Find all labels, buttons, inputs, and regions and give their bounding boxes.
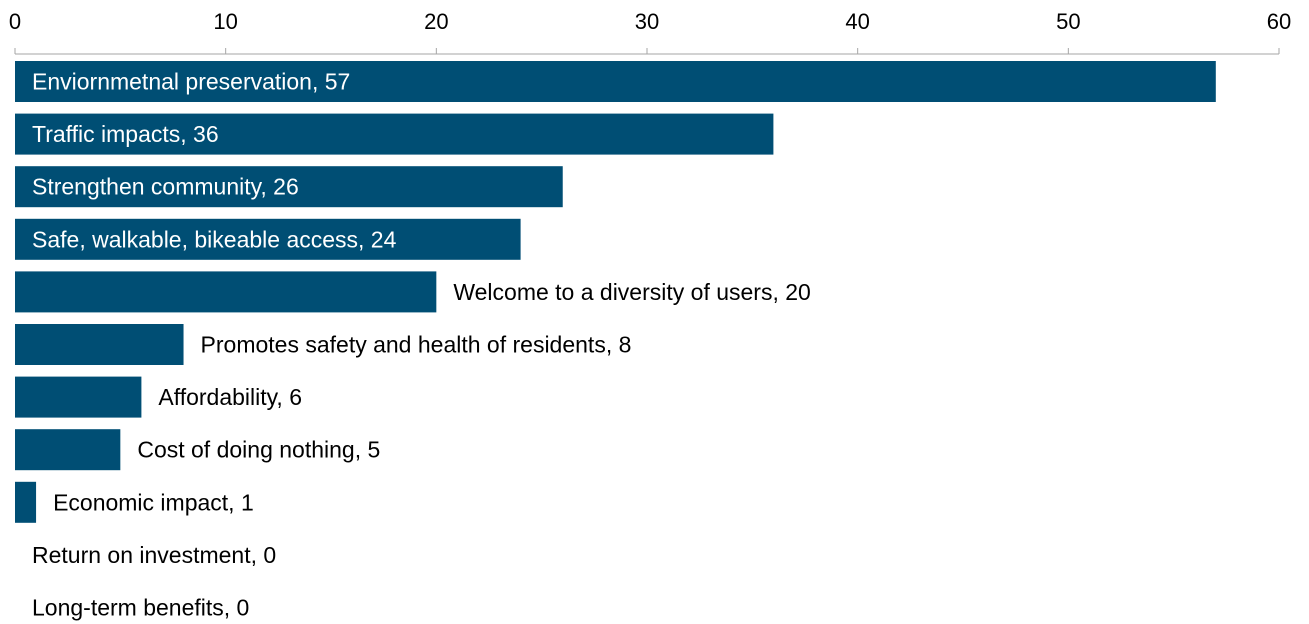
bar-data-label: Long-term benefits, 0 <box>32 595 249 621</box>
bar-data-label: Cost of doing nothing, 5 <box>137 437 380 463</box>
bar <box>15 481 37 523</box>
bars <box>15 61 1216 523</box>
x-axis-tick-label: 10 <box>213 9 237 34</box>
x-axis-tick-label: 60 <box>1267 9 1291 34</box>
bar <box>15 61 1216 102</box>
bar-data-label: Strengthen community, 26 <box>32 174 299 200</box>
x-axis-tick-label: 30 <box>635 9 659 34</box>
x-axis-tick-label: 50 <box>1056 9 1080 34</box>
bar-data-label: Safe, walkable, bikeable access, 24 <box>32 226 397 252</box>
bar-data-label: Welcome to a diversity of users, 20 <box>453 279 811 305</box>
bar <box>15 113 774 155</box>
x-axis: 0 10 20 30 40 50 60 <box>9 9 1291 55</box>
bar-data-label: Promotes safety and health of residents,… <box>201 332 632 358</box>
bar <box>15 376 142 418</box>
bar <box>15 271 437 313</box>
bar <box>15 166 563 208</box>
x-axis-tick-label: 40 <box>845 9 869 34</box>
bar-data-label: Economic impact, 1 <box>53 489 254 515</box>
bar-data-label: Traffic impacts, 36 <box>32 121 219 147</box>
x-axis-tick-label: 20 <box>424 9 448 34</box>
data-labels: Enviornmetnal preservation, 57 Traffic im… <box>32 69 811 621</box>
bar-data-label: Affordability, 6 <box>158 384 302 410</box>
bar-data-label: Enviornmetnal preservation, 57 <box>32 69 350 95</box>
x-axis-tick-label: 0 <box>9 9 21 34</box>
bar <box>15 429 121 471</box>
bar-data-label: Return on investment, 0 <box>32 542 276 568</box>
bar <box>15 218 521 260</box>
bar <box>15 324 184 365</box>
